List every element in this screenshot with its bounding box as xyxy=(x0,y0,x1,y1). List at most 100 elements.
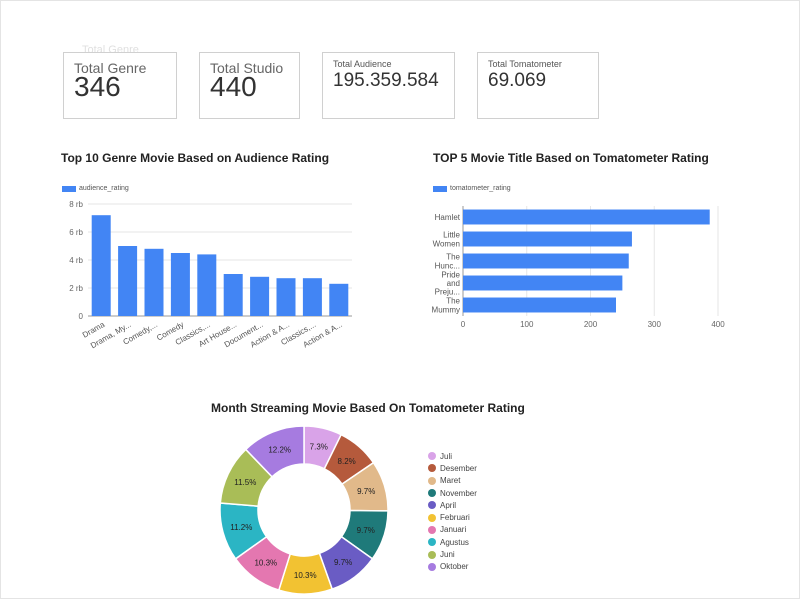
x-tick-label: 400 xyxy=(711,320,725,329)
legend-dot xyxy=(428,489,436,498)
legend-item-maret: Maret xyxy=(428,475,477,487)
y-tick-label-line: Hunc... xyxy=(435,261,460,270)
y-tick-label: The Hunc... xyxy=(435,253,461,271)
legend-label: April xyxy=(440,500,457,510)
legend-item-juli: Juli xyxy=(428,450,477,462)
legend-tomatometer-rating: tomatometer_rating xyxy=(433,185,511,192)
legend-label: Maret xyxy=(440,476,461,486)
y-tick-label-line: Pride xyxy=(441,270,460,279)
y-tick-label-line: Preju... xyxy=(435,288,460,297)
legend-dot xyxy=(428,550,436,559)
y-tick-label: Little Women xyxy=(433,231,461,249)
kpi-total-audience: Total Audience 195.359.584 xyxy=(322,52,455,119)
legend-dot xyxy=(428,513,436,522)
legend-label: Agustus xyxy=(440,537,469,547)
y-tick-label-line: Women xyxy=(433,239,460,248)
y-tick-label: Pride and Preju... xyxy=(435,270,461,296)
kpi-value: 346 xyxy=(74,71,121,102)
y-tick-label: 8 rb xyxy=(69,200,83,209)
legend-label: Desember xyxy=(440,463,477,473)
kpi-value: 69.069 xyxy=(488,70,547,91)
bar-movie-1 xyxy=(463,209,710,225)
legend-item-april: April xyxy=(428,499,477,511)
y-tick-label-line: The xyxy=(446,253,460,262)
legend-audience-rating: audience_rating xyxy=(62,185,129,192)
legend-label: Februari xyxy=(440,513,470,523)
bar-movie-2 xyxy=(463,231,632,247)
bar-movie-5 xyxy=(463,297,616,313)
legend-label: Juli xyxy=(440,451,453,461)
legend-dot xyxy=(428,525,436,534)
legend-swatch xyxy=(433,185,447,192)
legend-dot xyxy=(428,501,436,510)
y-tick-label: 0 xyxy=(79,312,84,321)
y-tick-label: 4 rb xyxy=(69,256,83,265)
bar-action-a xyxy=(276,278,296,316)
slice-label: 9.7% xyxy=(334,558,352,567)
pie-legend: Juli Desember Maret November April Februari Ja… xyxy=(428,450,477,573)
kpi-total-genre: Total Genre 346 xyxy=(63,52,177,119)
legend-label: audience_rating xyxy=(79,185,129,192)
slice-oktober xyxy=(244,425,305,478)
legend-dot xyxy=(428,562,436,571)
legend-item-desember: Desember xyxy=(428,462,477,474)
kpi-value: 440 xyxy=(210,71,257,102)
slice-label: 10.3% xyxy=(254,559,277,568)
bar-document xyxy=(250,276,270,316)
x-tick-label: 300 xyxy=(648,320,662,329)
bar-drama xyxy=(91,215,111,316)
y-tick-label: The Mummy xyxy=(432,297,461,315)
legend-item-oktober: Oktober xyxy=(428,561,477,573)
slice-label: 11.5% xyxy=(234,478,256,487)
kpi-label: Total Genre xyxy=(74,60,147,76)
y-tick-label-line: Little xyxy=(443,231,460,240)
slice-label: 7.3% xyxy=(310,443,328,452)
bar-movie-3 xyxy=(463,253,629,269)
chart-title-genre: Top 10 Genre Movie Based on Audience Rat… xyxy=(61,151,330,165)
legend-label: November xyxy=(440,488,477,498)
bar-movie-4 xyxy=(463,275,623,291)
legend-item-juni: Juni xyxy=(428,548,477,560)
slice-label: 12.2% xyxy=(268,446,291,455)
kpi-total-studio: Total Studio 440 xyxy=(199,52,300,119)
bar-action-a xyxy=(329,283,349,316)
slice-label: 9.7% xyxy=(357,526,375,535)
y-tick-label: 6 rb xyxy=(69,228,83,237)
bar-drama-my xyxy=(118,246,138,316)
legend-item-november: November xyxy=(428,487,477,499)
bar-classics xyxy=(302,278,322,316)
legend-swatch xyxy=(62,185,76,192)
y-tick-label-line: Hamlet xyxy=(435,213,461,222)
legend-label: Oktober xyxy=(440,562,469,572)
y-tick-label: Hamlet xyxy=(435,213,461,222)
legend-label: tomatometer_rating xyxy=(450,185,511,192)
kpi-label: Total Tomatometer xyxy=(488,59,562,69)
x-tick-label: 200 xyxy=(584,320,598,329)
slice-label: 9.7% xyxy=(357,487,375,496)
y-tick-label-line: and xyxy=(447,279,460,288)
legend-dot xyxy=(428,538,436,547)
kpi-label: Total Studio xyxy=(210,60,284,76)
bar-art-house xyxy=(223,274,243,316)
legend-label: Januari xyxy=(440,525,467,535)
slice-label: 10.3% xyxy=(294,571,317,580)
kpi-label: Total Audience xyxy=(333,59,392,69)
legend-dot xyxy=(428,476,436,485)
x-tick-label: 0 xyxy=(461,320,466,329)
legend-item-januari: Januari xyxy=(428,524,477,536)
legend-dot xyxy=(428,464,436,473)
legend-label: Juni xyxy=(440,550,455,560)
y-tick-label-line: Mummy xyxy=(432,305,460,314)
kpi-value: 195.359.584 xyxy=(333,70,439,91)
y-tick-label-line: The xyxy=(446,297,460,306)
bar-comedy xyxy=(170,253,190,316)
legend-dot xyxy=(428,452,436,461)
bar-classics xyxy=(197,254,217,316)
slice-label: 11.2% xyxy=(230,523,252,532)
slice-label: 8.2% xyxy=(338,457,356,466)
chart-title-month: Month Streaming Movie Based On Tomatomet… xyxy=(211,401,525,415)
chart-title-movie: TOP 5 Movie Title Based on Tomatometer R… xyxy=(433,151,709,165)
kpi-total-tomatometer: Total Tomatometer 69.069 xyxy=(477,52,599,119)
x-tick-label: 100 xyxy=(520,320,534,329)
